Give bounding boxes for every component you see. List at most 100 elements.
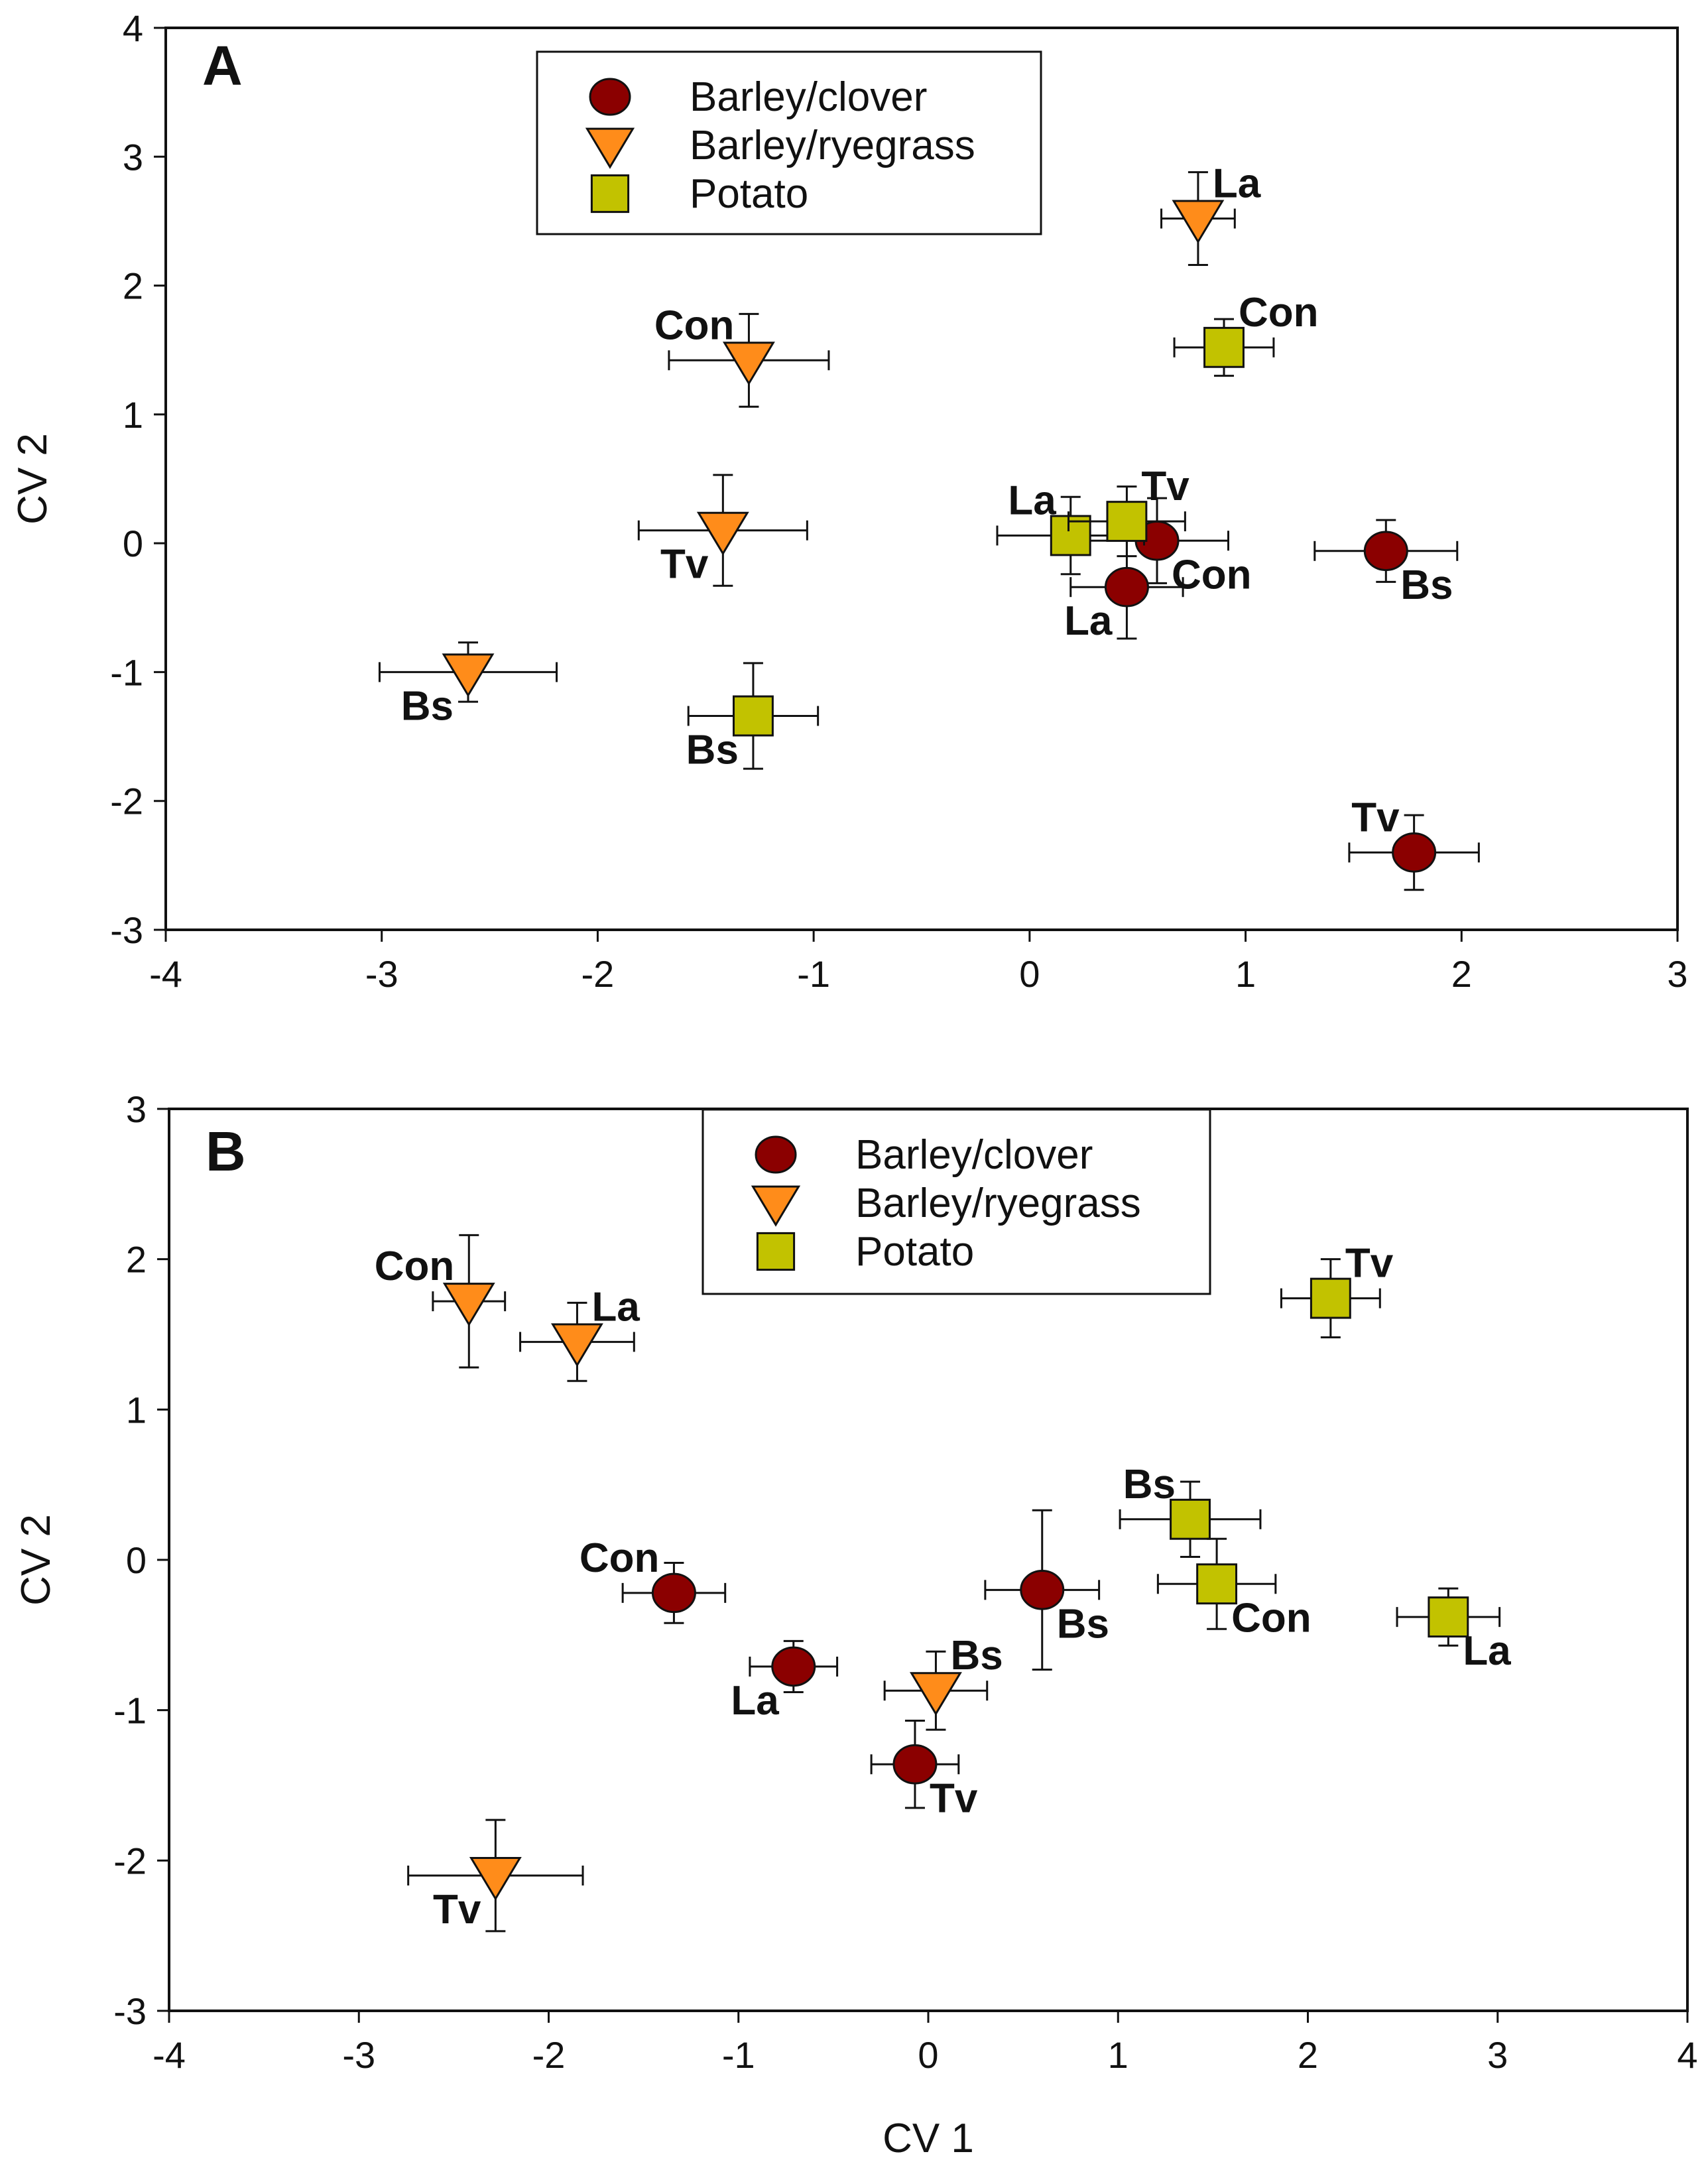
panel-b-x-tick-label: -3 bbox=[342, 2034, 375, 2076]
panel-b-y-tick-label: -3 bbox=[113, 1990, 147, 2032]
panel-b-point-barley-clover-bs bbox=[1020, 1570, 1065, 1610]
panel-a-point-barley-ryegrass-bs bbox=[442, 653, 495, 698]
panel-a-y-tick-label: -3 bbox=[110, 909, 143, 951]
panel-a-y-tick-label: 0 bbox=[123, 523, 143, 564]
panel-a-y-tick-label: -2 bbox=[110, 781, 143, 822]
panel-a-y-tick-label: 2 bbox=[123, 265, 143, 307]
panel-b-x-tick-label: -1 bbox=[722, 2034, 755, 2076]
panel-a-y-tick-label: 1 bbox=[123, 394, 143, 436]
panel-b-series-potato: Tv Bs Con La bbox=[1119, 1241, 1511, 1674]
panel-a-letter: A bbox=[202, 34, 243, 97]
panel-a-legend-marker-potato bbox=[590, 174, 630, 214]
panel-a-x-tick-label: -2 bbox=[581, 953, 615, 995]
panel-a-x-tick-label: 3 bbox=[1667, 953, 1687, 995]
panel-b-x-tick-label: 4 bbox=[1677, 2034, 1697, 2076]
panel-b-series-barley-ryegrass: Con La Bs Tv bbox=[375, 1234, 1003, 1933]
panel-a-point-barley-ryegrass-la bbox=[1172, 200, 1225, 244]
panel-a-point-label-barley-clover-con: Con bbox=[1172, 552, 1252, 598]
panel-a-point-barley-ryegrass-tv bbox=[696, 511, 749, 556]
panel-b-x-tick-label: -2 bbox=[532, 2034, 566, 2076]
panel-b-point-potato-con bbox=[1196, 1563, 1238, 1605]
panel-a-point-label-potato-con: Con bbox=[1239, 290, 1319, 336]
panel-a-legend-marker-barley-ryegrass bbox=[585, 127, 635, 169]
panel-a-series-potato: Con La Tv Bs bbox=[686, 290, 1319, 773]
panel-b-legend-marker-potato bbox=[756, 1232, 796, 1271]
panel-b-point-label-barley-clover-bs: Bs bbox=[1057, 1601, 1109, 1647]
panel-a-point-barley-clover-la bbox=[1104, 566, 1149, 607]
panel-a-point-label-barley-ryegrass-la: La bbox=[1213, 161, 1261, 207]
panel-a-x-tick-label: -1 bbox=[797, 953, 830, 995]
panel-a-x-tick-label: 2 bbox=[1451, 953, 1472, 995]
panel-a-point-label-potato-la: La bbox=[1008, 478, 1056, 523]
panel-b-x-axis-title: CV 1 bbox=[883, 2116, 974, 2161]
panel-b-point-barley-ryegrass-tv bbox=[469, 1857, 522, 1901]
panel-b-y-tick-label: -2 bbox=[113, 1840, 147, 1882]
panel-a-point-label-barley-ryegrass-con: Con bbox=[654, 302, 735, 348]
panel-b-point-potato-bs bbox=[1170, 1498, 1211, 1540]
panel-b-point-label-barley-ryegrass-tv: Tv bbox=[433, 1887, 481, 1933]
panel-b-legend-marker-barley-ryegrass bbox=[751, 1185, 801, 1227]
panel-a-series-barley-clover: Bs Tv Con La bbox=[1064, 497, 1480, 891]
panel-a-x-tick-label: 0 bbox=[1019, 953, 1040, 995]
panel-b-point-label-potato-tv: Tv bbox=[1345, 1241, 1394, 1287]
panel-b-point-label-barley-clover-con: Con bbox=[580, 1535, 660, 1581]
panel-a-series-barley-ryegrass: La Con Tv Bs bbox=[378, 161, 1261, 729]
panel-b-point-barley-ryegrass-con bbox=[442, 1283, 495, 1327]
panel-b-y-axis-title: CV 2 bbox=[13, 1514, 59, 1606]
panel-b-x-tick-label: 3 bbox=[1487, 2034, 1508, 2076]
panel-b-x-tick-label: 2 bbox=[1298, 2034, 1318, 2076]
panel-b-point-barley-clover-la bbox=[771, 1646, 816, 1687]
panel-b-y-tick-label: 2 bbox=[126, 1239, 147, 1281]
panel-a-point-potato-con bbox=[1203, 326, 1245, 368]
panel-b-y-tick-label: -1 bbox=[113, 1690, 147, 1732]
panel-a-y-tick-label: 4 bbox=[123, 7, 143, 49]
panel-a-x-tick-label: -4 bbox=[149, 953, 182, 995]
panel-b-point-barley-clover-tv bbox=[892, 1744, 938, 1785]
panel-b-series-barley-clover: Con La Tv Bs bbox=[580, 1509, 1109, 1821]
panel-a-legend-marker-barley-clover bbox=[589, 78, 631, 116]
panel-a-y-tick-label: -1 bbox=[110, 651, 143, 693]
panel-a-legend-label-barley-ryegrass: Barley/ryegrass bbox=[690, 123, 975, 168]
panel-b-x-tick-label: -4 bbox=[152, 2034, 186, 2076]
panel-b-point-label-barley-clover-la: La bbox=[731, 1678, 779, 1724]
panel-b-legend-label-barley-ryegrass: Barley/ryegrass bbox=[855, 1181, 1141, 1226]
panel-a-point-label-barley-clover-la: La bbox=[1064, 598, 1113, 644]
panel-b-letter: B bbox=[206, 1120, 246, 1182]
panel-a-legend-label-barley-clover: Barley/clover bbox=[690, 74, 927, 120]
panel-b-point-label-potato-bs: Bs bbox=[1123, 1462, 1176, 1507]
panel-a-point-barley-ryegrass-con bbox=[722, 342, 775, 386]
panel-b-point-potato-la bbox=[1428, 1596, 1469, 1638]
panel-b-point-label-potato-con: Con bbox=[1231, 1595, 1312, 1641]
panel-a-point-label-potato-bs: Bs bbox=[686, 727, 739, 773]
panel-b-y-tick-label: 0 bbox=[126, 1539, 147, 1581]
panel-a-point-potato-bs bbox=[733, 695, 774, 737]
panel-b-point-label-potato-la: La bbox=[1463, 1628, 1511, 1674]
panel-a-point-label-barley-ryegrass-bs: Bs bbox=[401, 683, 454, 729]
panel-a-legend-label-potato: Potato bbox=[690, 171, 808, 217]
panel-b-point-label-barley-ryegrass-bs: Bs bbox=[950, 1633, 1003, 1679]
panel-b-point-label-barley-ryegrass-con: Con bbox=[375, 1244, 455, 1289]
panel-a-x-tick-label: -3 bbox=[365, 953, 398, 995]
panel-b-x-tick-label: 1 bbox=[1108, 2034, 1128, 2076]
panel-b-y-tick-label: 1 bbox=[126, 1389, 147, 1431]
panel-b-legend-label-potato: Potato bbox=[855, 1229, 974, 1275]
panel-b-points: Con La Tv Bs Con La Bs Tv Tv Bs Con La bbox=[375, 1234, 1511, 1933]
panel-a-plot-frame bbox=[164, 27, 1679, 931]
panel-b-legend-label-barley-clover: Barley/clover bbox=[855, 1132, 1093, 1178]
panel-a-point-potato-la bbox=[1050, 515, 1091, 556]
panel-a-point-label-potato-tv: Tv bbox=[1141, 464, 1190, 509]
panel-b-y-tick-label: 3 bbox=[126, 1088, 147, 1130]
panel-a-points: Bs Tv Con La La Con Tv Bs Con La Tv Bs bbox=[378, 161, 1480, 891]
panel-a-point-barley-clover-bs bbox=[1363, 531, 1408, 572]
panel-b-point-potato-tv bbox=[1310, 1277, 1351, 1319]
panel-a-point-barley-clover-tv bbox=[1392, 832, 1437, 873]
